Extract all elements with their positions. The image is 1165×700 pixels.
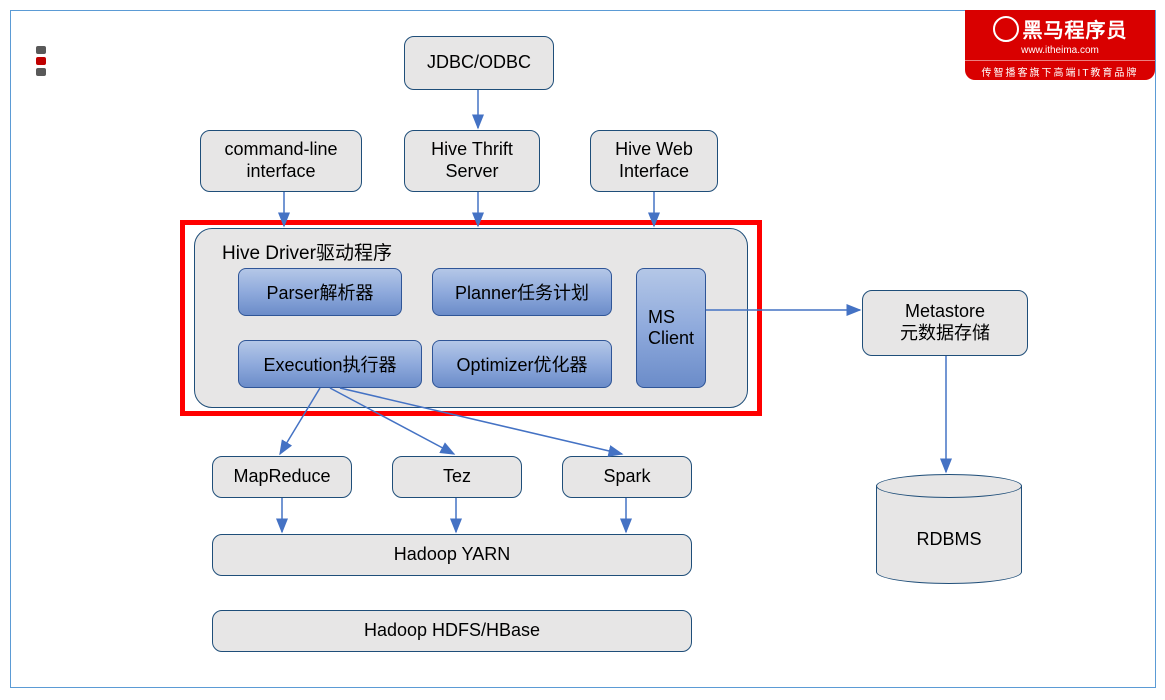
- node-optimizer-label: Optimizer优化器: [456, 351, 587, 377]
- horse-icon: [993, 16, 1019, 42]
- node-thrift: Hive ThriftServer: [404, 130, 540, 192]
- node-cli: command-lineinterface: [200, 130, 362, 192]
- node-msclient: MSClient: [636, 268, 706, 388]
- node-execution-label: Execution执行器: [263, 351, 396, 377]
- node-msclient-label: MSClient: [648, 307, 694, 349]
- node-jdbc-label: JDBC/ODBC: [427, 52, 531, 74]
- node-rdbms-label: RDBMS: [876, 529, 1022, 550]
- node-thrift-label: Hive ThriftServer: [431, 139, 513, 182]
- node-rdbms: RDBMS: [876, 474, 1022, 584]
- cylinder-top: [876, 474, 1022, 498]
- dot-1: [36, 46, 46, 54]
- node-planner-label: Planner任务计划: [455, 279, 589, 305]
- node-mapreduce: MapReduce: [212, 456, 352, 498]
- node-optimizer: Optimizer优化器: [432, 340, 612, 388]
- node-tez-label: Tez: [443, 466, 471, 488]
- node-cli-label: command-lineinterface: [224, 139, 337, 182]
- node-web: Hive WebInterface: [590, 130, 718, 192]
- node-execution: Execution执行器: [238, 340, 422, 388]
- dot-2: [36, 57, 46, 65]
- logo-badge: 黑马程序员 www.itheima.com 传智播客旗下高端IT教育品牌: [965, 10, 1155, 80]
- logo-title: 黑马程序员: [1023, 14, 1128, 43]
- decoration-dots: [36, 46, 48, 79]
- node-hdfs: Hadoop HDFS/HBase: [212, 610, 692, 652]
- node-planner: Planner任务计划: [432, 268, 612, 316]
- node-tez: Tez: [392, 456, 522, 498]
- node-jdbc: JDBC/ODBC: [404, 36, 554, 90]
- node-parser-label: Parser解析器: [266, 279, 373, 305]
- node-metastore: Metastore元数据存储: [862, 290, 1028, 356]
- node-spark-label: Spark: [603, 466, 650, 488]
- dot-3: [36, 68, 46, 76]
- driver-container-label: Hive Driver驱动程序: [222, 238, 392, 265]
- node-yarn: Hadoop YARN: [212, 534, 692, 576]
- node-hdfs-label: Hadoop HDFS/HBase: [364, 620, 540, 642]
- node-metastore-label: Metastore元数据存储: [900, 301, 990, 344]
- node-mapreduce-label: MapReduce: [233, 466, 330, 488]
- logo-tagline: 传智播客旗下高端IT教育品牌: [965, 60, 1155, 79]
- node-yarn-label: Hadoop YARN: [394, 544, 510, 566]
- node-spark: Spark: [562, 456, 692, 498]
- logo-url: www.itheima.com: [965, 45, 1155, 56]
- node-web-label: Hive WebInterface: [615, 139, 693, 182]
- node-parser: Parser解析器: [238, 268, 402, 316]
